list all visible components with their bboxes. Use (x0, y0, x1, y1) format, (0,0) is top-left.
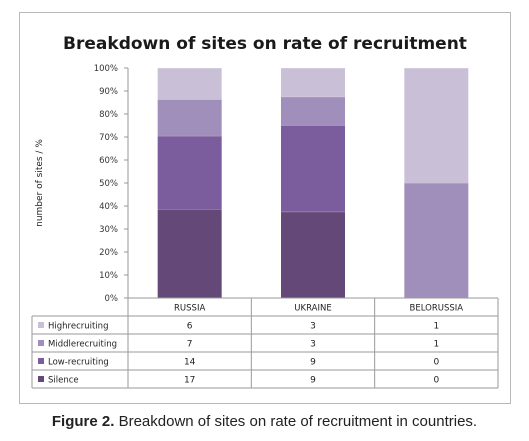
bar-segment (157, 99, 222, 136)
bar-segment (404, 68, 469, 183)
legend-swatch (38, 322, 44, 328)
y-axis-label: number of sites / % (35, 139, 45, 227)
y-tick-label: 90% (99, 87, 118, 97)
bar-segment (404, 183, 469, 298)
y-tick-label: 0% (105, 294, 119, 304)
y-tick-label: 60% (99, 156, 118, 166)
table-value: 0 (433, 376, 439, 386)
caption-label: Figure 2. (51, 413, 115, 430)
bar-segment (281, 125, 345, 212)
legend-label: Middlerecruiting (48, 340, 117, 350)
table-value: 9 (310, 376, 316, 386)
caption-text: Breakdown of sites on rate of recruitmen… (118, 413, 478, 430)
table-value: 14 (184, 358, 196, 368)
legend-swatch (38, 358, 44, 364)
y-tick-label: 30% (99, 225, 118, 235)
y-tick-label: 20% (99, 248, 118, 258)
table-value: 1 (433, 322, 439, 332)
y-tick-label: 40% (99, 202, 118, 212)
chart-title: Breakdown of sites on rate of recruitmen… (63, 34, 467, 54)
bar-segment (157, 209, 222, 298)
y-tick-label: 80% (99, 110, 118, 120)
table-value: 6 (187, 322, 193, 332)
table-value: 9 (310, 358, 316, 368)
chart-frame: Breakdown of sites on rate of recruitmen… (19, 12, 511, 404)
legend-label: Low-recruiting (48, 358, 109, 368)
table-value: 17 (184, 376, 195, 386)
table-value: 1 (433, 340, 439, 350)
category-label: UKRAINE (294, 304, 331, 314)
bar-segment (281, 96, 345, 126)
table-value: 3 (310, 340, 316, 350)
y-tick-label: 50% (99, 179, 118, 189)
table-value: 0 (433, 358, 439, 368)
bar-segment (157, 135, 222, 210)
y-tick-label: 10% (99, 271, 118, 281)
legend-swatch (38, 376, 44, 382)
category-label: BELORUSSIA (410, 304, 464, 314)
bar-segment (157, 68, 222, 100)
figure-caption: Figure 2. Breakdown of sites on rate of … (0, 413, 529, 430)
y-tick-label: 100% (94, 64, 118, 74)
bar-segment (281, 211, 345, 298)
y-tick-label: 70% (99, 133, 118, 143)
table-value: 7 (187, 340, 193, 350)
legend-swatch (38, 340, 44, 346)
stacked-bar-chart: Breakdown of sites on rate of recruitmen… (31, 34, 499, 389)
category-label: RUSSIA (174, 304, 205, 314)
bar-segment (281, 68, 345, 97)
legend-label: Silence (48, 376, 79, 386)
legend-label: Highrecruiting (48, 322, 108, 332)
table-value: 3 (310, 322, 316, 332)
